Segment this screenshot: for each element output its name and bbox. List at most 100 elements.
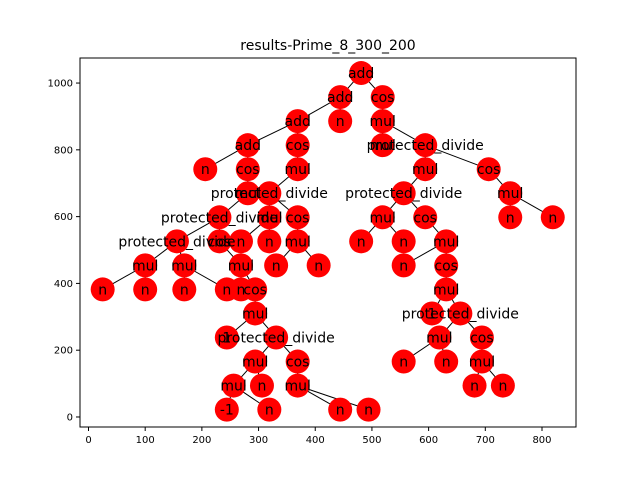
- tree-node-label: n: [470, 379, 479, 395]
- tree-node-marker: [285, 349, 310, 374]
- tree-node-marker: [257, 229, 282, 254]
- tree-node-marker: [434, 277, 459, 302]
- tree-node-label: n: [141, 282, 150, 298]
- y-tick-label: 200: [54, 346, 73, 357]
- tree-node-marker: [469, 349, 494, 374]
- tree-node-label: mul: [256, 210, 282, 226]
- tree-node-label: n: [399, 234, 408, 250]
- tree-node-marker: [133, 253, 158, 278]
- tree-node-label: n: [272, 258, 281, 274]
- tree-node-marker: [221, 373, 246, 398]
- tree-node-label: n: [265, 234, 274, 250]
- tree-node-label: n: [498, 379, 507, 395]
- tree-node-marker: [434, 229, 459, 254]
- tree-node-marker: [193, 157, 218, 182]
- tree-node-marker: [427, 325, 452, 350]
- tree-node-label: n: [180, 282, 189, 298]
- x-tick-label: 800: [532, 435, 551, 446]
- tree-node-label: protected_divide: [367, 138, 484, 154]
- tree-node-label: mul: [284, 379, 310, 395]
- axes-frame: [79, 57, 577, 428]
- tree-node-marker: [249, 373, 274, 398]
- tree-node-marker: [235, 181, 260, 206]
- tree-node-label: cos: [470, 331, 494, 347]
- tree-node-marker: [207, 205, 232, 230]
- tree-node-marker: [214, 325, 239, 350]
- tree-node-label: mul: [433, 282, 459, 298]
- tree-node-marker: [476, 157, 501, 182]
- tree-node-marker: [228, 229, 253, 254]
- tree-node-label: mul: [284, 234, 310, 250]
- tree-node-label: n: [314, 258, 323, 274]
- tree-node-marker: [243, 349, 268, 374]
- tree-node-label: mul: [242, 355, 268, 371]
- y-tick-label: 0: [67, 412, 73, 423]
- tree-node-marker: [285, 205, 310, 230]
- tree-node-marker: [228, 253, 253, 278]
- tree-node-marker: [469, 325, 494, 350]
- tree-node-label: mul: [369, 114, 395, 130]
- tree-node-label: protected_divide: [118, 234, 235, 250]
- tree-node-marker: [285, 229, 310, 254]
- tree-node-marker: [391, 349, 416, 374]
- tree-node-label: cos: [434, 258, 458, 274]
- tree-node-marker: [413, 205, 438, 230]
- tree-node-marker: [498, 205, 523, 230]
- tree-node-label: mul: [426, 331, 452, 347]
- tree-node-label: n: [442, 355, 451, 371]
- tree-node-label: mul: [497, 186, 523, 202]
- x-tick-label: 200: [192, 435, 211, 446]
- tree-node-label: mul: [171, 258, 197, 274]
- tree-node-marker: [264, 325, 289, 350]
- tree-node-label: -1: [220, 403, 234, 419]
- tree-node-marker: [214, 397, 239, 422]
- tree-node-label: n: [237, 234, 246, 250]
- tree-node-label: cos: [371, 90, 395, 106]
- tree-node-label: add: [327, 90, 353, 106]
- tree-node-marker: [391, 229, 416, 254]
- tree-node-label: n: [357, 234, 366, 250]
- tree-node-label: protected_divide: [161, 210, 278, 226]
- tree-node-marker: [133, 277, 158, 302]
- tree-node-label: add: [348, 66, 374, 82]
- tree-node-label: n: [258, 379, 267, 395]
- tree-node-marker: [257, 397, 282, 422]
- tree-node-label: mul: [235, 186, 261, 202]
- tree-node-label: protected_divide: [345, 186, 462, 202]
- tree-node-label: mul: [242, 306, 268, 322]
- tree-node-label: n: [548, 210, 557, 226]
- tree-node-marker: [172, 253, 197, 278]
- tree-node-marker: [235, 157, 260, 182]
- tree-node-label: cos: [286, 355, 310, 371]
- y-tick-label: 600: [54, 212, 73, 223]
- tree-node-marker: [434, 253, 459, 278]
- tree-node-label: n: [364, 403, 373, 419]
- tree-node-label: n: [98, 282, 107, 298]
- tree-node-label: protected_divide: [211, 186, 328, 202]
- tree-node-marker: [285, 133, 310, 158]
- tree-node-marker: [235, 133, 260, 158]
- tree-node-marker: [462, 373, 487, 398]
- tree-edge: [297, 385, 369, 411]
- tree-node-marker: [370, 133, 395, 158]
- tree-node-label: 1: [222, 331, 231, 347]
- tree-node-marker: [448, 301, 473, 326]
- tree-node-marker: [243, 277, 268, 302]
- tree-node-marker: [413, 157, 438, 182]
- tree-node-marker: [207, 229, 232, 254]
- x-tick-label: 700: [476, 435, 495, 446]
- tree-node-label: cos: [477, 162, 501, 178]
- tree-node-label: 1: [428, 306, 437, 322]
- tree-node-marker: [257, 205, 282, 230]
- tree-node-label: add: [235, 138, 261, 154]
- tree-node-marker: [349, 229, 374, 254]
- y-axis-ticks: 0 200 400 600 800 1000: [48, 79, 80, 423]
- tree-node-label: mul: [228, 258, 254, 274]
- tree-node-label: mul: [412, 162, 438, 178]
- tree-node-label: cos: [413, 210, 437, 226]
- tree-node-marker: [264, 253, 289, 278]
- tree-node-label: cos: [208, 234, 232, 250]
- tree-node-marker: [328, 85, 353, 110]
- tree-node-label: mul: [469, 355, 495, 371]
